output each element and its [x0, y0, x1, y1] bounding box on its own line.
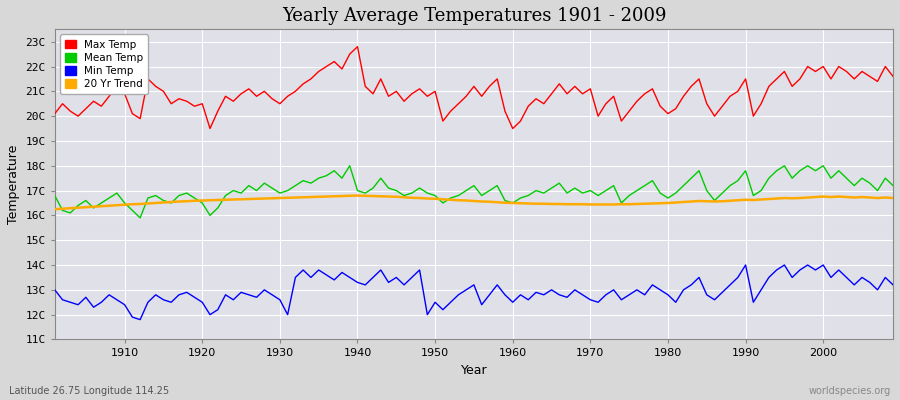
Text: Latitude 26.75 Longitude 114.25: Latitude 26.75 Longitude 114.25	[9, 386, 169, 396]
Title: Yearly Average Temperatures 1901 - 2009: Yearly Average Temperatures 1901 - 2009	[282, 7, 666, 25]
X-axis label: Year: Year	[461, 364, 487, 377]
Y-axis label: Temperature: Temperature	[7, 145, 20, 224]
Text: worldspecies.org: worldspecies.org	[809, 386, 891, 396]
Legend: Max Temp, Mean Temp, Min Temp, 20 Yr Trend: Max Temp, Mean Temp, Min Temp, 20 Yr Tre…	[60, 34, 148, 94]
